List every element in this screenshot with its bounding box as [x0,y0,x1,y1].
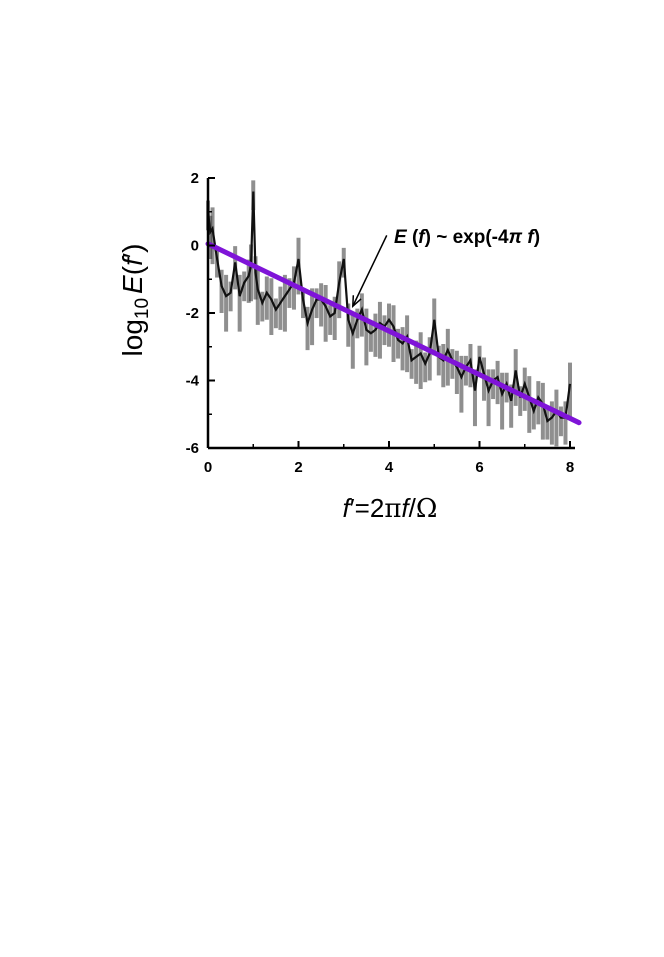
y-tick-label: 2 [191,170,199,187]
x-tick-label: 2 [294,459,302,476]
annot-open: ( [407,227,419,248]
spectrum-series [206,180,572,447]
arrow-shaft [352,235,388,307]
y-title-log: log [117,319,148,356]
y-axis-title: log10 E(f′) [117,244,153,357]
y-title-sub: 10 [132,298,153,319]
axis-ticks: 2 0 -2 -4 -6 0 2 4 6 8 [186,170,575,476]
y-tick-label: -2 [186,305,199,322]
y-title-E: E [117,275,148,294]
x-tick-label: 4 [385,459,394,476]
y-tick-label: -6 [186,440,199,457]
x-tick-label: 8 [566,459,574,476]
x-tick-label: 6 [475,459,483,476]
x-title-omega: Ω [416,494,438,524]
x-axis-title: f′=2πf/Ω [343,493,438,524]
y-title-open: ( [117,265,148,275]
annot-f2: f [527,227,535,248]
y-tick-label: 0 [191,238,199,255]
x-title-slash: / [409,493,417,523]
y-tick-label: -4 [186,373,200,390]
y-title-prime: ′ [117,253,148,258]
fit-annotation: E (f) ~ exp(-4π f) [394,227,540,248]
x-title-f2: f [401,493,411,523]
y-title-close: ) [117,244,148,253]
fit-line [205,241,582,426]
x-title-pi: π [384,494,401,524]
annot-mid: ~ exp(-4 [431,227,509,248]
annot-f: f [418,227,426,248]
annot-end: ) [534,227,540,248]
x-title-eq: =2 [355,493,385,523]
x-title-prime: ′ [350,493,355,523]
x-title-f: f [343,493,353,523]
annot-E: E [394,227,408,248]
annot-pi: π [509,227,523,248]
plot-area [205,180,582,447]
y-title-f: f [117,255,148,266]
arrow-head [351,295,362,308]
x-tick-label: 0 [204,459,212,476]
annotation-arrow [351,235,388,308]
annot-close: ) [425,227,431,248]
